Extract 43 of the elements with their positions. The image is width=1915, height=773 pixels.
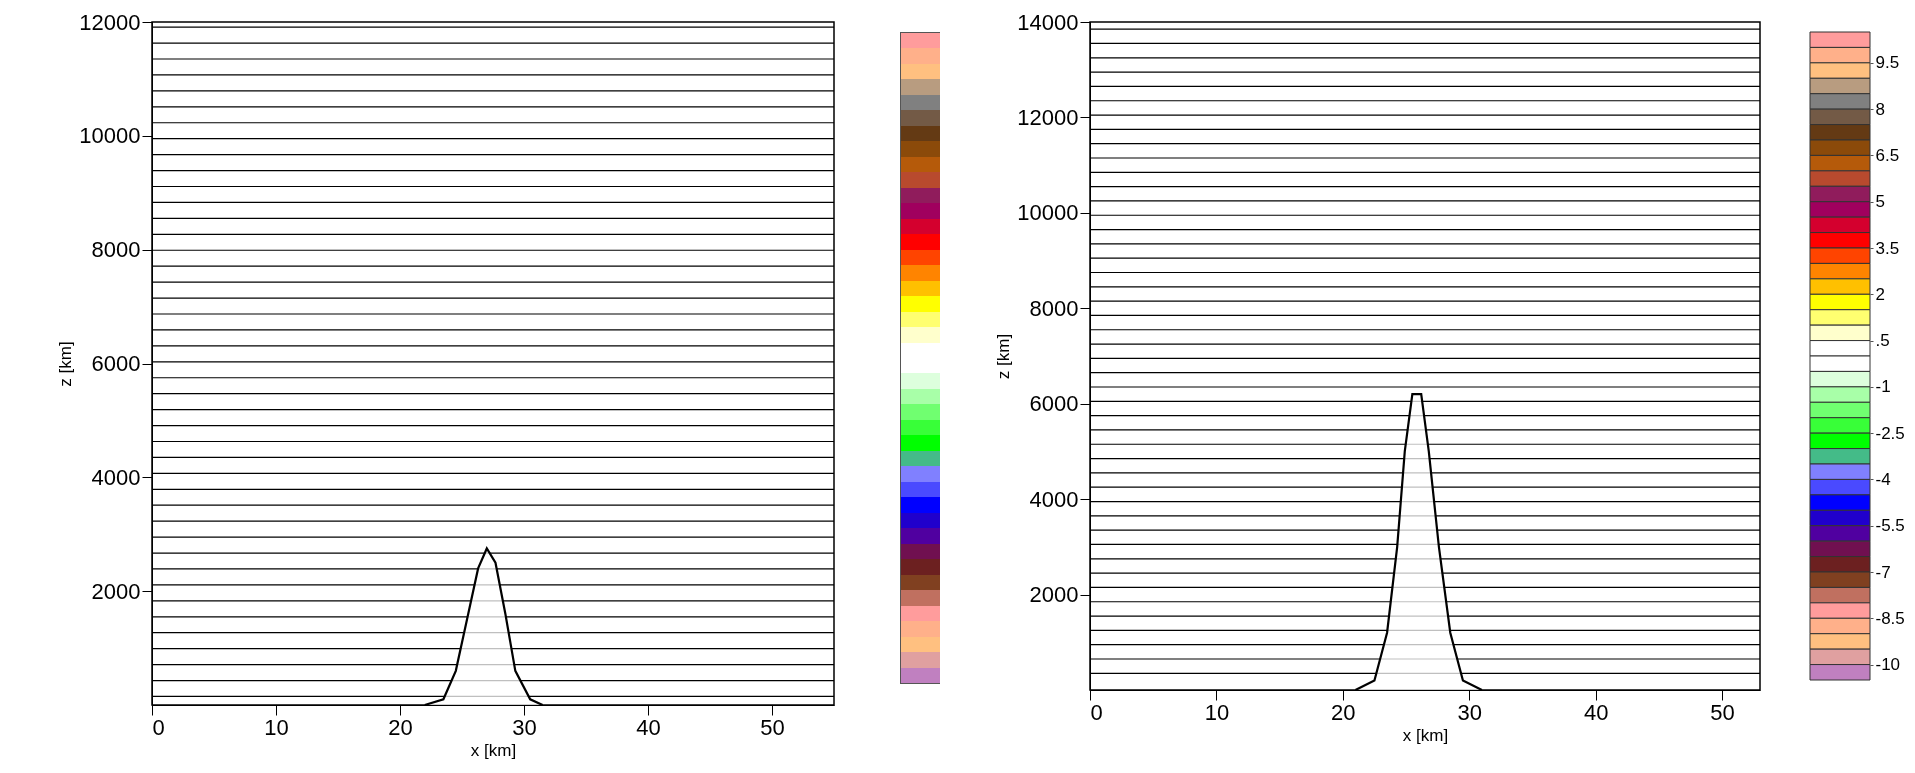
y-tick-label: 8000 [91,237,141,263]
y-tick-label: 4000 [1029,486,1079,512]
y-tick-label: 12000 [79,9,141,35]
y-tick-label: 2000 [91,578,141,604]
x-tick-label: 10 [264,714,289,740]
color-bar-label: -5.5 [1875,516,1905,536]
x-tick-label: 30 [1457,699,1482,725]
color-bar-label: 5 [1875,192,1885,212]
y-axis-title: z [km] [56,341,76,387]
color-bar-label: -8.5 [1875,608,1905,628]
x-tick-label: 10 [1204,699,1230,725]
x-axis-title: x [km] [1402,725,1449,745]
x-tick-label: 0 [1090,699,1103,725]
x-tick-label: 30 [512,714,537,740]
color-bar-label: 6.5 [1875,145,1900,165]
x-tick-label: 20 [1331,699,1356,725]
y-tick-label: 10000 [1017,200,1079,226]
y-tick-label: 4000 [91,464,141,490]
color-bar-label: 2 [1875,284,1885,304]
y-tick-label: 10000 [79,123,141,149]
y-tick-label: 8000 [1029,295,1079,321]
y-tick-label: 14000 [1017,9,1079,35]
x-tick-label: 20 [388,714,413,740]
color-bar-label: -4 [1875,469,1891,489]
x-tick-label: 50 [760,714,785,740]
x-tick-label: 40 [636,714,661,740]
color-bar-label: 8 [1875,99,1885,119]
x-tick-label: 50 [1710,699,1735,725]
y-tick-label: 2000 [1029,582,1079,608]
y-tick-label: 6000 [1029,391,1079,417]
color-bar-label: -7 [1875,562,1891,582]
y-axis-title: z [km] [994,333,1014,380]
color-bar-label: 3.5 [1875,238,1900,258]
y-tick-label: 12000 [1017,104,1079,130]
x-axis-title: x [km] [470,740,517,760]
color-bar-label: .5 [1875,331,1890,351]
color-bar-label: -1 [1875,377,1891,397]
x-tick-label: 0 [152,714,165,740]
color-bar-label: -10 [1875,655,1901,675]
color-bar-label: 9.5 [1875,53,1900,73]
y-tick-label: 6000 [91,351,141,376]
color-bar-label: -2.5 [1875,423,1905,443]
x-tick-label: 40 [1583,699,1609,725]
